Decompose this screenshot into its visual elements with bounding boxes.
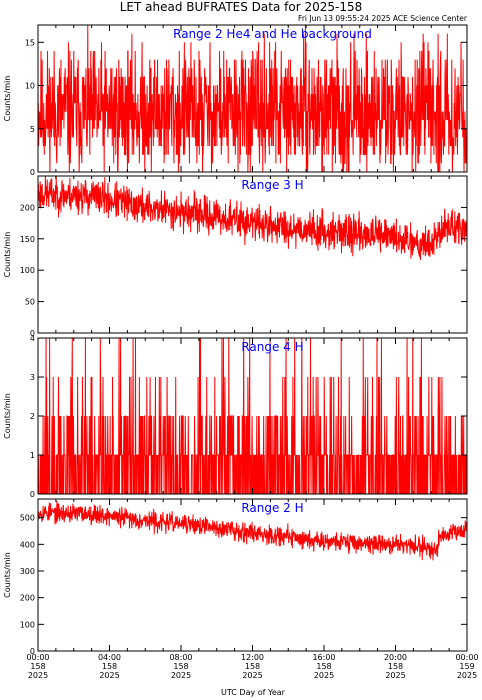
y-tick-label: 200: [20, 203, 35, 212]
panel-2-ylabel: Counts/min: [3, 232, 12, 278]
y-tick-label: 50: [25, 298, 35, 307]
x-tick-label: 12:00: [241, 653, 264, 662]
panel-2: 0 50 100 150 200 Counts/min Range 3 H: [3, 175, 468, 338]
x-tick-label: 2025: [242, 671, 262, 680]
y-tick-label: 150: [20, 235, 35, 244]
x-tick-label: 20:00: [384, 653, 407, 662]
panel-4-series-line: [37, 500, 468, 561]
x-tick-label: 2025: [457, 671, 477, 680]
x-tick-label: 2025: [314, 671, 334, 680]
panel-1-title: Range 2 He4 and He background: [173, 27, 372, 41]
timestamp-label: Fri Jun 13 09:55:24 2025 ACE Science Cen…: [298, 14, 468, 23]
x-tick-label: 2025: [28, 671, 48, 680]
y-tick-label: 5: [30, 125, 35, 134]
panel-3: 0 1 2 3 4 Counts/min Range 4 H: [3, 334, 468, 499]
chart-title: LET ahead BUFRATES Data for 2025-158: [120, 0, 362, 14]
x-tick-label: 158: [102, 662, 117, 671]
y-tick-label: 3: [30, 373, 35, 382]
x-tick-label: 16:00: [312, 653, 335, 662]
y-tick-label: 500: [20, 514, 35, 523]
y-tick-label: 200: [20, 594, 35, 603]
y-tick-label: 0: [30, 647, 35, 656]
x-tick-label: 158: [316, 662, 331, 671]
x-tick-label: 158: [245, 662, 260, 671]
y-tick-label: 100: [20, 266, 35, 275]
x-tick-label: 2025: [99, 671, 119, 680]
x-tick-label: 158: [388, 662, 403, 671]
x-tick-label: 158: [173, 662, 188, 671]
y-tick-label: 2: [30, 412, 35, 421]
y-tick-label: 15: [25, 38, 35, 47]
y-tick-label: 300: [20, 567, 35, 576]
x-tick-label: 04:00: [98, 653, 121, 662]
y-tick-label: 0: [30, 490, 35, 499]
panel-4-title: Range 2 H: [241, 501, 303, 515]
x-tick-label: 00:00: [455, 653, 478, 662]
x-tick-label: 158: [30, 662, 45, 671]
x-tick-labels: 00:00158202504:00158202508:00158202512:0…: [26, 653, 478, 680]
y-tick-label: 1: [30, 451, 35, 460]
panel-4: 0 100 200 300 400 500 Counts/min Range 2 H: [3, 498, 468, 656]
y-tick-label: 4: [30, 334, 35, 343]
panel-1: 0 5 10 15 Counts/min Range 2 He4 and He backg…: [3, 24, 468, 177]
panel-2-series-line: [37, 175, 468, 260]
y-tick-label: 0: [30, 168, 35, 177]
y-tick-label: 0: [30, 329, 35, 338]
x-tick-label: 159: [459, 662, 474, 671]
panel-3-ylabel: Counts/min: [3, 393, 12, 439]
panel-4-ylabel: Counts/min: [3, 552, 12, 598]
x-tick-label: 08:00: [169, 653, 192, 662]
panel-1-ylabel: Counts/min: [3, 76, 12, 122]
x-axis-title: UTC Day of Year: [221, 688, 286, 697]
x-tick-label: 2025: [171, 671, 191, 680]
y-tick-label: 100: [20, 620, 35, 629]
x-tick-label: 2025: [385, 671, 405, 680]
panel-2-title: Range 3 H: [241, 178, 303, 192]
x-tick-label: 00:00: [26, 653, 49, 662]
panel-1-series-line: [37, 24, 467, 173]
panel-3-title: Range 4 H: [241, 340, 303, 354]
y-tick-label: 400: [20, 540, 35, 549]
y-tick-label: 10: [25, 82, 35, 91]
